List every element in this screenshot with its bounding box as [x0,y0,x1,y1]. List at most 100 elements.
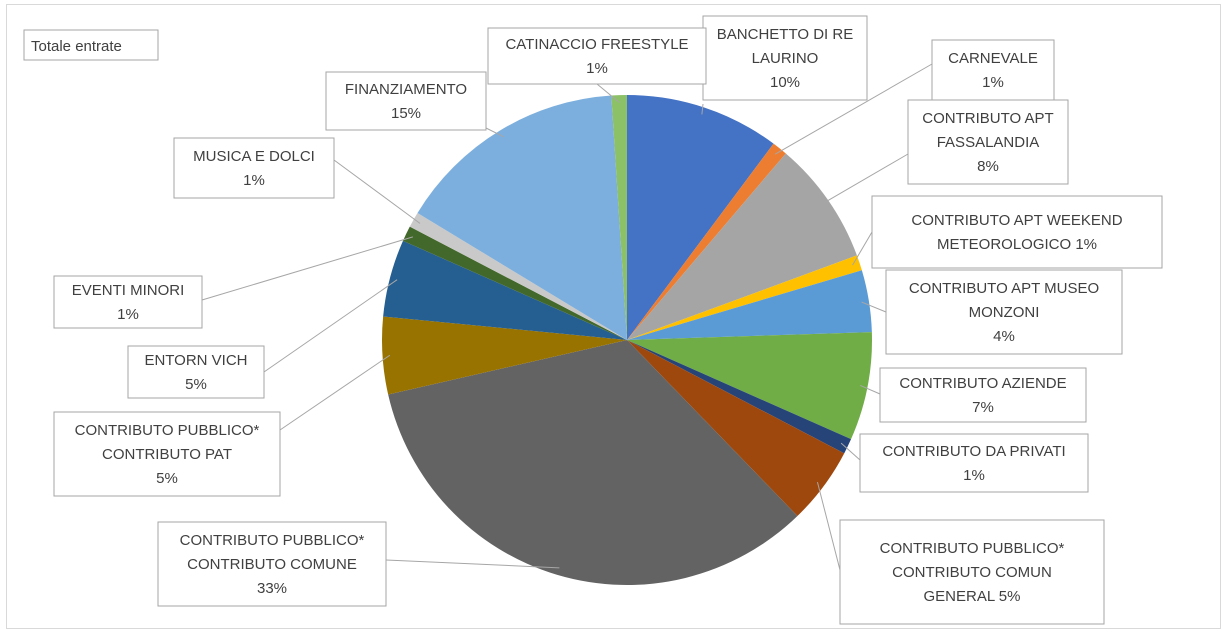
data-label: CONTRIBUTO APT FASSALANDIA 8% [907,99,1069,185]
data-label-text: 4% [993,328,1015,345]
pie-slice [383,240,627,340]
data-label-box [931,39,1055,101]
data-label-box [702,15,868,101]
data-label: EVENTI MINORI 1% [53,275,203,329]
pie-slice [627,270,872,340]
pie-slice [627,153,857,340]
legend-text: Totale entrate [31,38,122,55]
data-label-text: CONTRIBUTO PUBBLICO* [180,532,365,549]
data-label-text: CONTRIBUTO DA PRIVATI [882,443,1065,460]
data-label-text: CONTRIBUTO PUBBLICO* [880,540,1065,557]
data-label-text: ENTORN VICH [144,352,247,369]
data-label-text: CATINACCIO FREESTYLE [505,36,688,53]
leader-line [596,83,620,103]
leader-line [861,301,887,313]
data-label-box [487,27,707,85]
data-label-text: MUSICA E DOLCI [193,148,315,165]
data-label: CONTRIBUTO AZIENDE 7% [879,367,1087,423]
legend-box [23,29,159,61]
data-label-text: 1% [586,60,608,77]
data-label-box [879,367,1087,423]
data-label-box [53,411,281,497]
leader-line [840,442,861,461]
data-label-box [325,71,487,131]
data-label-text: 10% [770,74,800,91]
data-label-text: CONTRIBUTO AZIENDE [899,375,1066,392]
pie-slice [382,316,627,395]
data-label-text: 15% [391,105,421,122]
leader-line [774,63,933,155]
pie-slice [417,95,627,340]
data-label: MUSICA E DOLCI 1% [173,137,335,199]
data-label-text: 5% [185,376,207,393]
leader-line [263,279,398,373]
data-label: CONTRIBUTO DA PRIVATI 1% [859,433,1089,493]
data-label-box [871,195,1163,269]
data-label-text: LAURINO [752,50,819,67]
data-label: CONTRIBUTO APT MUSEO MONZONI 4% [885,269,1123,355]
pie-slice [409,212,627,340]
leader-line [485,127,505,138]
data-label-text: 1% [982,74,1004,91]
data-label: CONTRIBUTO PUBBLICO* CONTRIBUTO PAT 5% [53,411,281,497]
pie-slice [627,340,845,516]
data-label-text: MONZONI [969,304,1040,321]
data-label: CONTRIBUTO PUBBLICO* CONTRIBUTO COMUN GENE… [839,519,1105,625]
data-label: FINANZIAMENTO 15% [325,71,487,131]
data-label-text: CONTRIBUTO APT WEEKEND [911,212,1122,229]
leader-line [701,103,704,115]
data-label-text: CONTRIBUTO APT MUSEO [909,280,1099,297]
pie-slice [402,226,627,340]
pie-slice [388,340,798,585]
data-label-box [859,433,1089,493]
data-label-text: 8% [977,158,999,175]
data-label-text: FINANZIAMENTO [345,81,467,98]
data-label-text: 1% [117,306,139,323]
data-label: CATINACCIO FREESTYLE 1% [487,27,707,85]
data-label: ENTORN VICH 5% [127,345,265,399]
data-label-text: CONTRIBUTO COMUN [892,564,1052,581]
data-label-text: CONTRIBUTO COMUNE [187,556,357,573]
leader-line [279,354,391,431]
leader-lines [201,63,933,571]
data-label-text: 1% [963,467,985,484]
data-label: BANCHETTO DI RE LAURINO 10% [702,15,868,101]
leader-line [816,482,841,571]
leader-line [860,384,881,395]
data-label-text: FASSALANDIA [937,134,1040,151]
data-label-text: 1% [243,172,265,189]
pie-slice [627,255,862,340]
pie-slice [627,143,786,340]
leader-line [201,236,414,301]
data-label-text: BANCHETTO DI RE [717,26,853,43]
pie-slice [611,95,627,340]
pie-slice [627,340,852,454]
data-label: CARNEVALE 1% [931,39,1055,101]
data-label-text: 33% [257,580,287,597]
leader-line [852,231,873,266]
leader-line [385,559,560,569]
legend: Totale entrate [23,29,159,61]
data-label: CONTRIBUTO PUBBLICO* CONTRIBUTO COMUNE 33% [157,521,387,607]
data-label-box [53,275,203,329]
pie-slice [627,332,872,440]
data-label-text: METEOROLOGICO 1% [937,236,1097,253]
leader-line [821,153,909,205]
data-label-text: GENERAL 5% [924,588,1021,605]
data-label-text: CARNEVALE [948,50,1038,67]
data-label-text: CONTRIBUTO PUBBLICO* [75,422,260,439]
leader-line [333,159,421,224]
pie-slices [382,95,872,585]
data-label-text: 5% [156,470,178,487]
data-label-text: CONTRIBUTO PAT [102,446,232,463]
data-label-box [127,345,265,399]
data-labels: BANCHETTO DI RELAURINO10%CARNEVALE1%CONT… [53,15,1163,625]
data-label-text: 7% [972,399,994,416]
data-label-box [839,519,1105,625]
data-label-box [173,137,335,199]
pie-slice [627,95,774,340]
data-label-text: EVENTI MINORI [72,282,185,299]
data-label-box [907,99,1069,185]
data-label-text: CONTRIBUTO APT [922,110,1053,127]
